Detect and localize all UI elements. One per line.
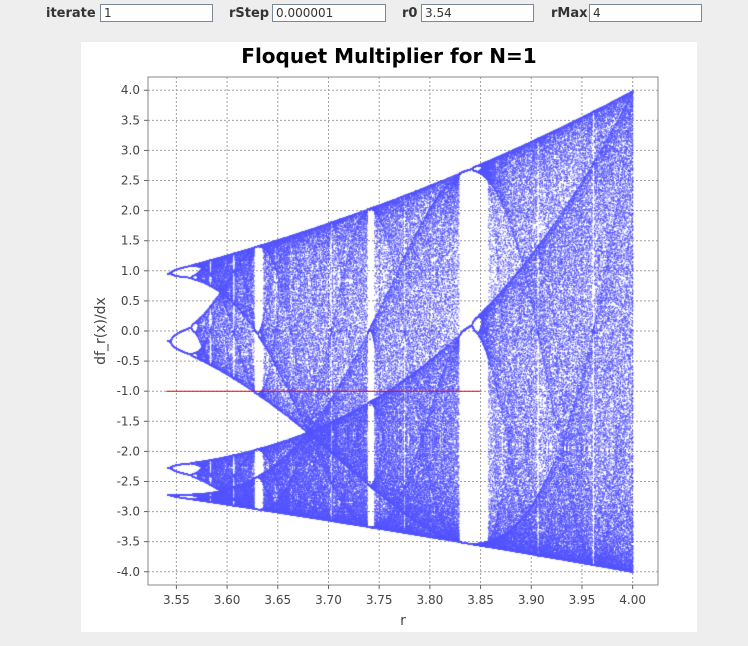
y-tick-label: -0.5 [117,354,140,368]
y-tick-label: -1.0 [117,384,140,398]
y-axis-label: df_r(x)/dx [93,297,109,365]
r0-input[interactable] [421,4,534,22]
y-tick-label: 0.0 [121,324,140,338]
y-tick-label: 1.5 [121,234,140,248]
y-tick-label: -4.0 [117,565,140,579]
y-tick-label: 2.5 [121,174,140,188]
x-tick-label: 3.65 [264,593,291,607]
iterate-input[interactable] [100,4,213,22]
x-tick-label: 4.00 [619,593,646,607]
x-axis-label: r [400,613,406,629]
label-layer: 3.55 3.60 3.65 3.70 3.75 3.80 3.85 3.90 3.95 4.00… [93,83,646,629]
y-tick-label: -2.0 [117,444,140,458]
iterate-label: iterate [46,6,96,21]
y-tick-label: 0.5 [121,294,140,308]
y-tick-label: 3.5 [121,113,140,127]
y-tick-label: 2.0 [121,204,140,218]
y-tick-label: -1.5 [117,414,140,428]
chart-overlay: 3.55 3.60 3.65 3.70 3.75 3.80 3.85 3.90 3.95 4.00… [93,76,659,629]
y-tick-label: 1.0 [121,264,140,278]
rstep-input[interactable] [272,4,386,22]
y-tick-label: 4.0 [121,83,140,97]
scatter-points [148,77,658,585]
y-tick-label: -3.0 [117,505,140,519]
x-tick-label: 3.70 [315,593,342,607]
x-tick-label: 3.90 [518,593,545,607]
x-tick-label: 3.95 [569,593,596,607]
x-tick-label: 3.85 [467,593,494,607]
x-tick-label: 3.75 [366,593,393,607]
y-tick-label: 3.0 [121,143,140,157]
rstep-label: rStep [229,6,270,21]
y-tick-label: -3.5 [117,535,140,549]
r0-label: r0 [402,6,418,21]
x-tick-label: 3.55 [163,593,190,607]
x-tick-label: 3.60 [214,593,241,607]
parameter-toolbar: iterate rStep r0 rMax [0,0,748,26]
rmax-label: rMax [551,6,588,21]
chart-panel: Floquet Multiplier for N=1 3.55 3.60 3.65 3… [81,42,697,632]
plot-frame [147,76,659,586]
chart-title: Floquet Multiplier for N=1 [241,44,537,68]
x-tick-label: 3.80 [417,593,444,607]
rmax-input[interactable] [589,4,702,22]
y-tick-label: -2.5 [117,474,140,488]
